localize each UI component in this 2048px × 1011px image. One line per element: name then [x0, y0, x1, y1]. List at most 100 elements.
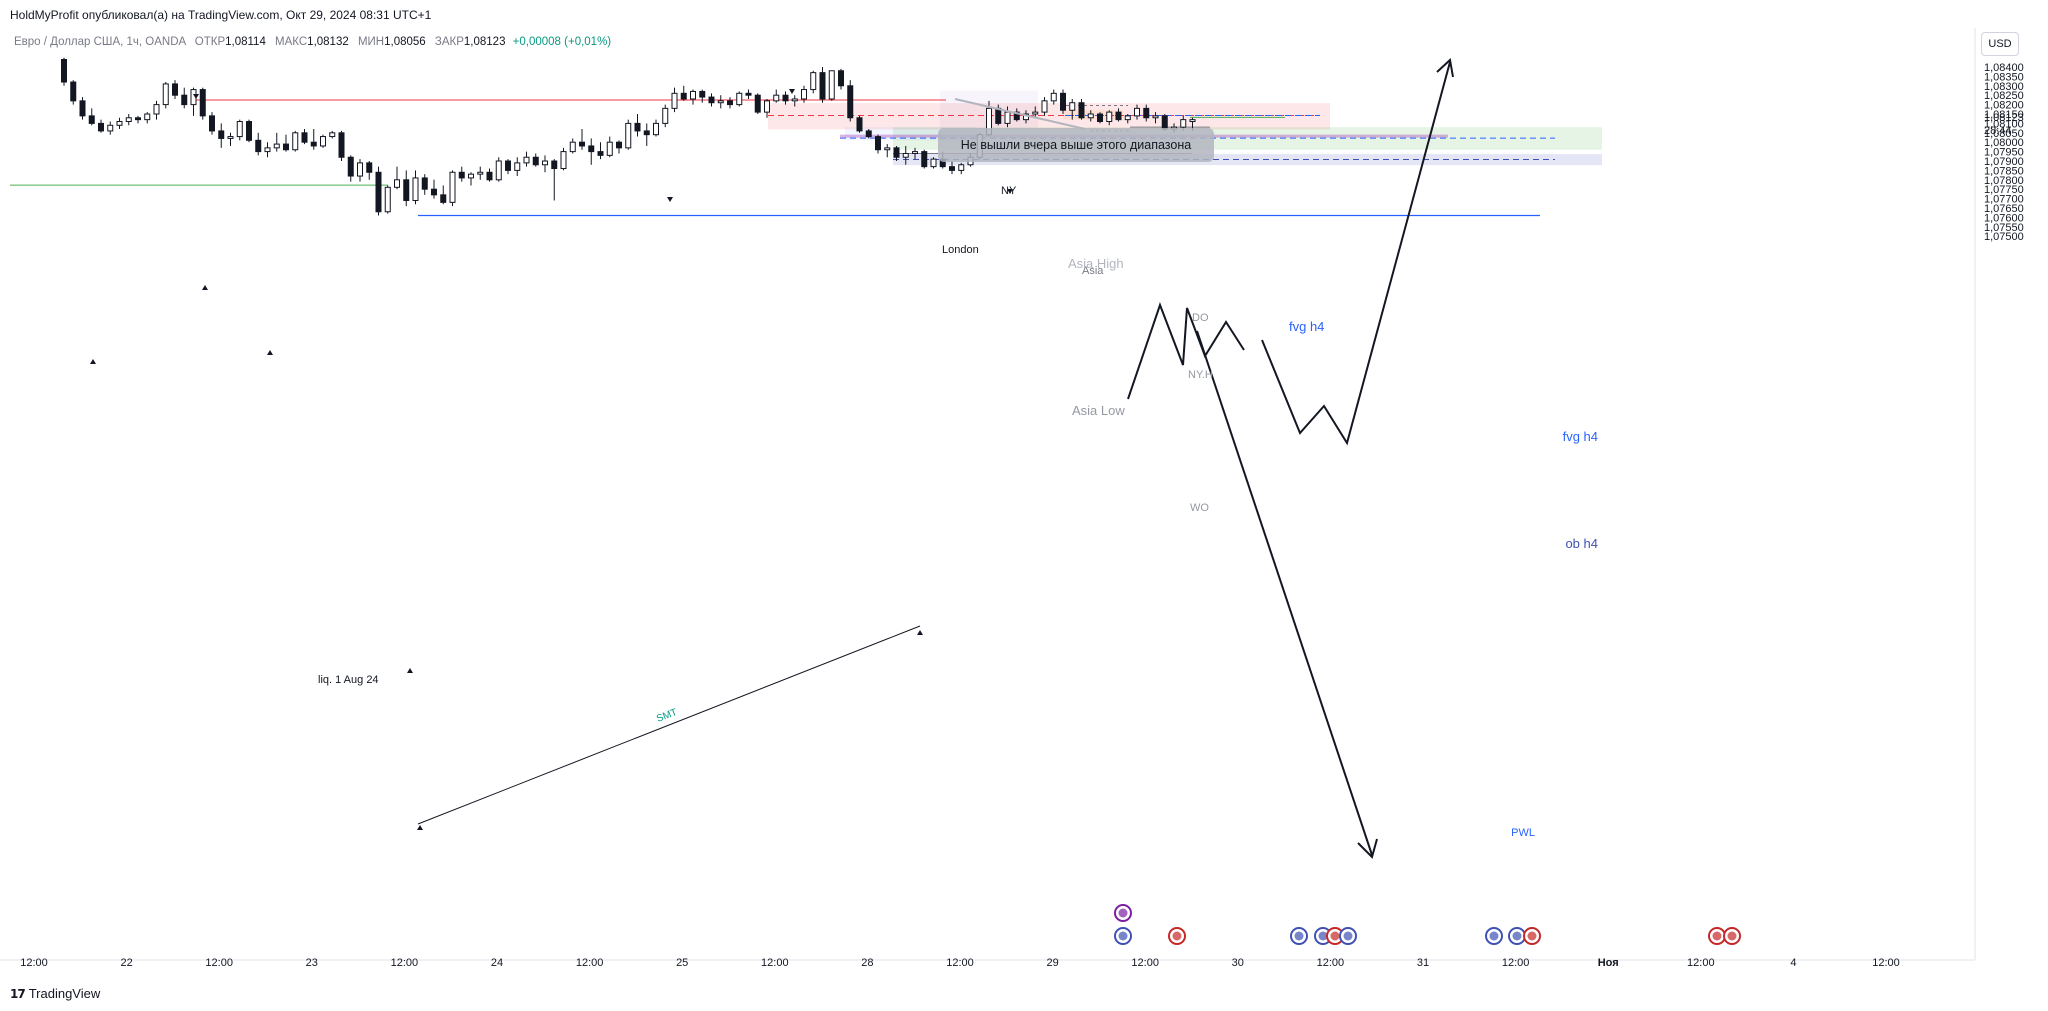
candle-body — [375, 171, 382, 213]
candle-body — [227, 136, 234, 139]
time-tick-label: 12:00 — [1502, 957, 1530, 969]
candle-body — [338, 132, 345, 158]
candle-body — [153, 104, 160, 115]
candle-body — [708, 96, 715, 104]
candle-body — [560, 151, 567, 170]
time-tick-label: 12:00 — [576, 957, 604, 969]
candle-body — [912, 151, 918, 154]
candle-body — [107, 124, 114, 132]
candle-body — [181, 94, 188, 106]
candle-body — [930, 158, 937, 168]
close-label: ЗАКР — [434, 36, 464, 48]
economic-event-flag — [1118, 908, 1128, 918]
candle-body — [949, 166, 955, 171]
level-label: fvg h4 — [1289, 319, 1324, 334]
price-tick-label: 1,07900 — [1984, 156, 2024, 168]
price-tick-label: 1,07550 — [1984, 222, 2024, 234]
candle-body — [135, 117, 141, 121]
price-tick-label: 1,08350 — [1984, 71, 2024, 83]
candle-body — [875, 136, 881, 151]
arrow-up-head — [1436, 58, 1454, 78]
candle-body — [1032, 111, 1039, 115]
candle-body — [246, 121, 252, 141]
high-value: 1,08132 — [307, 36, 349, 48]
price-tick-label: 1,08150 — [1984, 109, 2024, 121]
level-label: fvg h4 — [1563, 429, 1598, 444]
candle-body — [532, 156, 539, 166]
candle-body — [1013, 111, 1020, 121]
time-tick-label: 12:00 — [946, 957, 974, 969]
currency-button[interactable]: USD — [1981, 32, 2019, 56]
economic-event-flag — [1527, 931, 1537, 941]
candle-body — [921, 151, 928, 168]
candle-body — [88, 115, 95, 124]
candle-body — [569, 141, 576, 153]
countdown-label: 28:44 — [1984, 125, 2012, 137]
time-tick-label: 31 — [1417, 957, 1429, 969]
candle-body — [98, 122, 104, 132]
session-label: NY — [1001, 185, 1017, 197]
candle-body — [1069, 102, 1076, 111]
candle-body — [671, 92, 678, 109]
projection-path-1 — [1127, 302, 1245, 400]
time-tick-label: 29 — [1046, 957, 1058, 969]
price-tick-label: 1,08200 — [1984, 100, 2024, 112]
price-tick-label: 1,07850 — [1984, 165, 2024, 177]
candle-body — [486, 171, 493, 181]
candles-group — [61, 57, 1196, 216]
candle-body — [773, 94, 780, 102]
economic-event-flag — [1294, 931, 1304, 941]
open-label: ОТКР — [194, 36, 226, 48]
level-label: PWL — [1511, 827, 1535, 839]
candle-body — [616, 141, 622, 149]
price-tick-label: 1,07500 — [1984, 231, 2024, 243]
candle-body — [431, 188, 437, 196]
candle-body — [144, 113, 151, 121]
candle-body — [1078, 102, 1085, 119]
fractal-marker — [667, 197, 673, 202]
candle-body — [79, 100, 86, 117]
candle-body — [736, 92, 743, 106]
time-tick-label: 4 — [1790, 957, 1796, 969]
candle-body — [347, 156, 354, 177]
candle-body — [588, 145, 595, 153]
economic-event-flag — [1727, 931, 1737, 941]
candle-body — [754, 94, 761, 113]
candle-body — [745, 92, 752, 96]
time-tick-label: 12:00 — [1872, 957, 1900, 969]
time-tick-label: 28 — [861, 957, 873, 969]
price-tick-label: 1,08250 — [1984, 90, 2024, 102]
change-value: +0,00008 (+0,01%) — [512, 36, 612, 48]
candle-body — [70, 81, 77, 102]
candle-body — [1134, 107, 1140, 117]
candle-body — [505, 160, 511, 171]
candle-body — [791, 98, 798, 102]
candle-body — [1124, 115, 1131, 121]
tradingview-logo: 𝟭𝟳 TradingView — [10, 986, 100, 1001]
candle-body — [218, 130, 225, 139]
candle-body — [236, 121, 243, 138]
fractal-marker — [202, 285, 208, 290]
candle-body — [162, 83, 169, 106]
symbol-name[interactable]: Евро / Доллар США, 1ч, OANDA — [14, 36, 186, 48]
logo-text: TradingView — [28, 986, 101, 1001]
candle-body — [1143, 107, 1150, 119]
symbol-legend: Евро / Доллар США, 1ч, OANDA ОТКР1,08114… — [14, 36, 611, 48]
candle-body — [283, 143, 289, 151]
projection-path-down — [1196, 330, 1373, 856]
price-tick-label: 1,07800 — [1984, 175, 2024, 187]
fractal-marker — [407, 668, 413, 673]
candle-body — [384, 186, 391, 213]
candle-body — [884, 147, 891, 151]
candle-body — [551, 160, 558, 170]
candle-body — [653, 122, 659, 136]
level-label: DO — [1192, 312, 1209, 324]
economic-event-flag — [1489, 931, 1499, 941]
candle-body — [523, 156, 530, 164]
candle-body — [1161, 115, 1168, 130]
candle-body — [782, 94, 789, 102]
callout-pointer — [954, 98, 1086, 130]
candle-body — [292, 132, 299, 151]
candle-body — [1060, 92, 1066, 111]
